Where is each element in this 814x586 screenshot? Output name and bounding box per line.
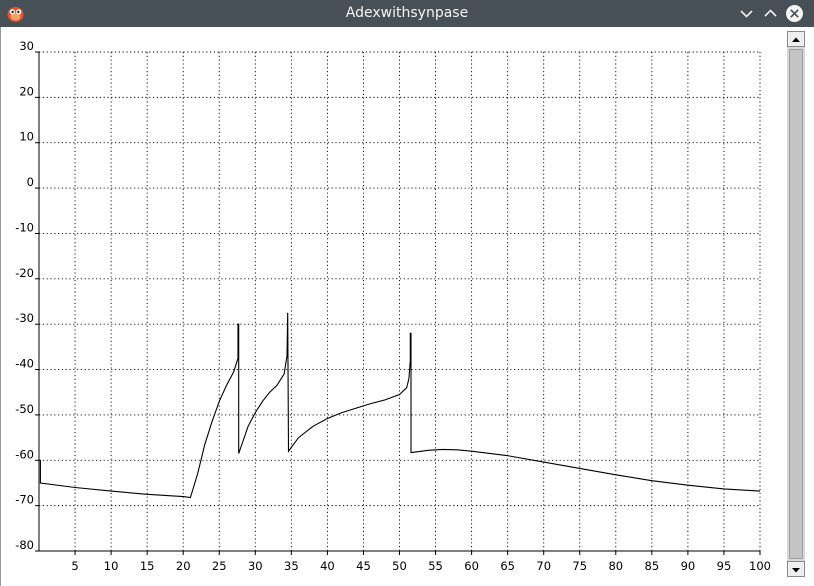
x-tick-label: 80 — [608, 559, 623, 573]
x-tick-label: 35 — [284, 559, 299, 573]
title-bar[interactable]: Adexwithsynpase — [0, 0, 814, 27]
y-tick-label: -40 — [15, 357, 34, 371]
x-tick-label: 45 — [356, 559, 371, 573]
scroll-thumb[interactable] — [789, 49, 803, 559]
x-tick-label: 15 — [140, 559, 155, 573]
x-tick-label: 55 — [428, 559, 443, 573]
chart-grid — [39, 51, 761, 552]
y-tick-label: 10 — [19, 130, 34, 144]
x-tick-label: 90 — [681, 559, 696, 573]
chart-tick-labels: 5 10 15 20 25 30 35 40 45 50 55 60 65 70 75 80 85 90 95 100… — [15, 39, 771, 573]
x-tick-label: 85 — [645, 559, 660, 573]
x-tick-label: 75 — [572, 559, 587, 573]
y-tick-label: -50 — [15, 402, 34, 416]
x-tick-label: 25 — [212, 559, 227, 573]
x-tick-label: 100 — [749, 559, 771, 573]
chart-axes — [35, 51, 761, 555]
y-tick-label: 0 — [27, 175, 34, 189]
x-tick-label: 50 — [392, 559, 407, 573]
x-tick-label: 10 — [104, 559, 119, 573]
close-icon[interactable] — [785, 4, 804, 23]
bug-app-icon — [7, 7, 24, 22]
vertical-scrollbar[interactable] — [787, 31, 805, 577]
x-tick-label: 60 — [464, 559, 479, 573]
scroll-up-arrow-icon — [792, 37, 800, 42]
y-tick-label: -30 — [15, 311, 34, 325]
y-tick-label: -20 — [15, 266, 34, 280]
voltage-series-line — [39, 312, 761, 499]
x-tick-label: 30 — [248, 559, 263, 573]
y-tick-label: -10 — [15, 220, 34, 234]
y-tick-label: -70 — [15, 493, 34, 507]
x-tick-label: 40 — [320, 559, 335, 573]
y-tick-label: -80 — [15, 538, 34, 552]
minimize-chevron-icon[interactable] — [737, 4, 756, 23]
y-tick-label: 20 — [19, 84, 34, 98]
y-tick-label: 30 — [19, 39, 34, 53]
window-title: Adexwithsynpase — [345, 5, 469, 21]
x-tick-label: 5 — [71, 559, 78, 573]
maximize-chevron-icon[interactable] — [761, 4, 780, 23]
scroll-down-arrow-icon — [792, 568, 800, 573]
x-tick-label: 65 — [500, 559, 515, 573]
y-tick-label: -60 — [15, 447, 34, 461]
x-tick-label: 20 — [176, 559, 191, 573]
plot-canvas-area: 5 10 15 20 25 30 35 40 45 50 55 60 65 70 75 80 85 90 95 100… — [0, 27, 814, 586]
scroll-up-button[interactable] — [787, 31, 805, 47]
x-tick-label: 95 — [717, 559, 732, 573]
voltage-trace-chart: 5 10 15 20 25 30 35 40 45 50 55 60 65 70 75 80 85 90 95 100… — [15, 39, 771, 573]
scroll-down-button[interactable] — [787, 561, 805, 577]
x-tick-label: 70 — [536, 559, 551, 573]
